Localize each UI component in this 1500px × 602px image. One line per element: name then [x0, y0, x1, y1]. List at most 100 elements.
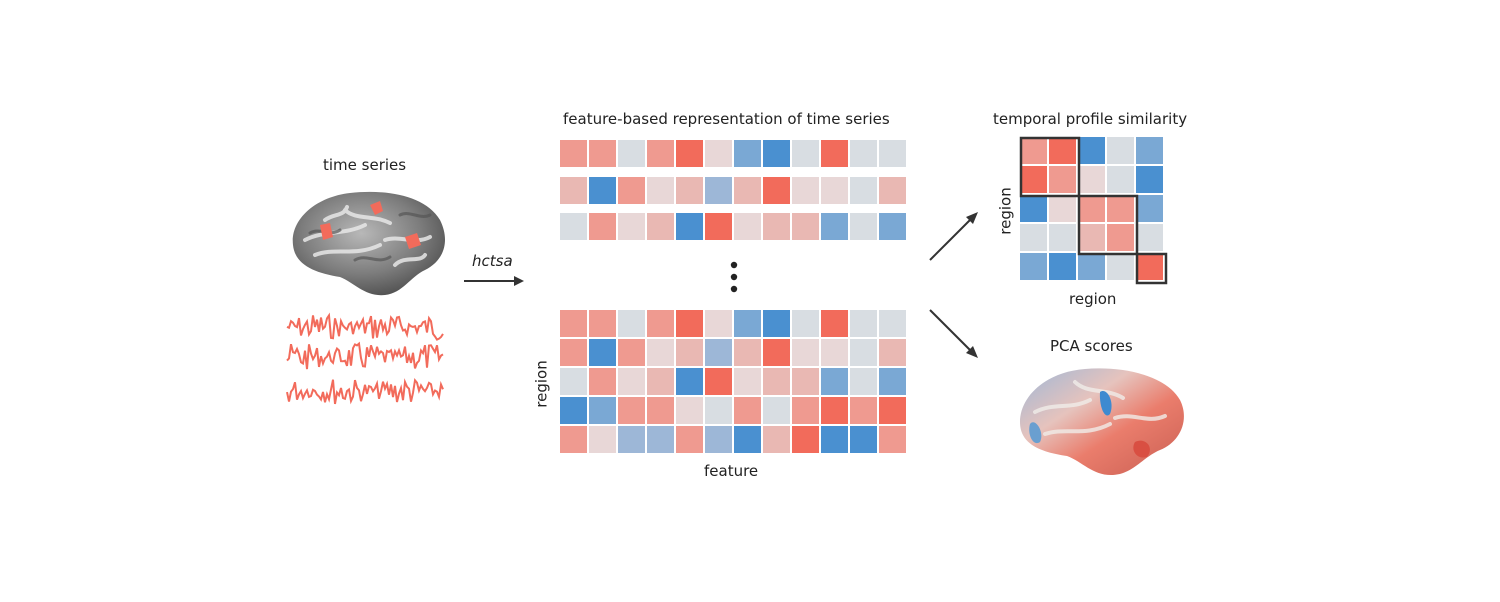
region-feature-cell: [792, 339, 819, 366]
similarity-cell: [1049, 224, 1076, 251]
region-feature-cell: [850, 368, 877, 395]
similarity-cell: [1136, 253, 1163, 280]
brain-surface-icon: [292, 191, 445, 296]
region-feature-cell: [792, 397, 819, 424]
region-feature-cell: [763, 426, 790, 453]
feature-row-cell: [618, 213, 645, 240]
region-feature-cell: [850, 310, 877, 337]
similarity-block-outlines: [1019, 136, 1168, 285]
matrix-ylabel: region: [532, 360, 551, 408]
region-feature-cell: [647, 310, 674, 337]
feature-row-cell: [879, 177, 906, 204]
feature-row-cell: [676, 213, 703, 240]
feature-row-cell: [647, 213, 674, 240]
region-feature-cell: [589, 397, 616, 424]
region-feature-cell: [676, 310, 703, 337]
similarity-cell: [1078, 253, 1105, 280]
region-feature-cell: [705, 310, 732, 337]
similarity-cell: [1020, 137, 1047, 164]
feature-row-cell: [734, 177, 761, 204]
hctsa-arrow-icon: [464, 276, 524, 286]
similarity-cell: [1136, 166, 1163, 193]
region-feature-cell: [879, 426, 906, 453]
feature-row-cell: [850, 213, 877, 240]
region-feature-cell: [734, 368, 761, 395]
feature-representation-title: feature-based representation of time ser…: [563, 110, 890, 128]
feature-row-cell: [792, 177, 819, 204]
region-feature-cell: [850, 339, 877, 366]
brain-region-3: [405, 233, 421, 249]
brain-region-1: [370, 201, 383, 215]
feature-row-cell: [705, 177, 732, 204]
similarity-cell: [1107, 137, 1134, 164]
region-feature-cell: [676, 426, 703, 453]
region-feature-cell: [763, 397, 790, 424]
region-feature-cell: [763, 310, 790, 337]
similarity-cell: [1078, 166, 1105, 193]
time-series-signals: [286, 312, 444, 405]
feature-row-cell: [589, 213, 616, 240]
region-feature-cell: [821, 397, 848, 424]
region-feature-cell: [560, 397, 587, 424]
region-feature-cell: [705, 426, 732, 453]
feature-row-cell: [821, 213, 848, 240]
time-series-label: time series: [323, 156, 407, 174]
region-feature-cell: [618, 368, 645, 395]
feature-row-cell: [676, 140, 703, 167]
similarity-cell: [1078, 195, 1105, 222]
feature-row-cell: [618, 140, 645, 167]
feature-row-cell: [850, 140, 877, 167]
feature-row-cell: [734, 140, 761, 167]
region-feature-cell: [734, 397, 761, 424]
similarity-cell: [1136, 224, 1163, 251]
region-feature-cell: [560, 368, 587, 395]
similarity-cell: [1078, 224, 1105, 251]
feature-row-cell: [792, 213, 819, 240]
matrix-xlabel: feature: [704, 462, 759, 480]
pca-title: PCA scores: [1050, 337, 1133, 355]
similarity-cell: [1020, 224, 1047, 251]
similarity-cell: [1049, 195, 1076, 222]
region-feature-cell: [705, 397, 732, 424]
similarity-cell: [1107, 253, 1134, 280]
region-feature-cell: [618, 426, 645, 453]
region-feature-cell: [618, 310, 645, 337]
region-feature-cell: [734, 426, 761, 453]
similarity-cell: [1136, 137, 1163, 164]
region-feature-cell: [560, 310, 587, 337]
hctsa-label: hctsa: [472, 252, 513, 270]
region-feature-cell: [589, 368, 616, 395]
similarity-title: temporal profile similarity: [993, 110, 1188, 128]
time-series-line: [286, 312, 444, 341]
similarity-cell: [1049, 137, 1076, 164]
region-feature-cell: [560, 339, 587, 366]
region-feature-cell: [705, 339, 732, 366]
region-feature-cell: [879, 368, 906, 395]
similarity-cell: [1136, 195, 1163, 222]
feature-row-cell: [560, 177, 587, 204]
region-feature-cell: [734, 339, 761, 366]
brain-region-2: [320, 223, 333, 240]
region-feature-cell: [792, 310, 819, 337]
similarity-cell: [1020, 253, 1047, 280]
region-feature-cell: [850, 426, 877, 453]
region-feature-cell: [647, 426, 674, 453]
region-feature-cell: [676, 397, 703, 424]
region-feature-cell: [821, 426, 848, 453]
time-series-line: [286, 377, 444, 405]
pca-brain-surface-icon: [1020, 368, 1184, 476]
region-feature-cell: [647, 368, 674, 395]
similarity-ylabel: region: [996, 187, 1015, 235]
arrow-to-pca-icon: [929, 309, 978, 358]
similarity-cell: [1107, 224, 1134, 251]
feature-row-cell: [763, 213, 790, 240]
feature-row-cell: [821, 140, 848, 167]
similarity-cell: [1078, 137, 1105, 164]
time-series-line: [286, 341, 444, 370]
region-feature-cell: [821, 368, 848, 395]
region-feature-cell: [618, 397, 645, 424]
similarity-cell: [1049, 253, 1076, 280]
feature-row-cell: [618, 177, 645, 204]
feature-row-cell: [647, 177, 674, 204]
feature-row-cell: [589, 140, 616, 167]
